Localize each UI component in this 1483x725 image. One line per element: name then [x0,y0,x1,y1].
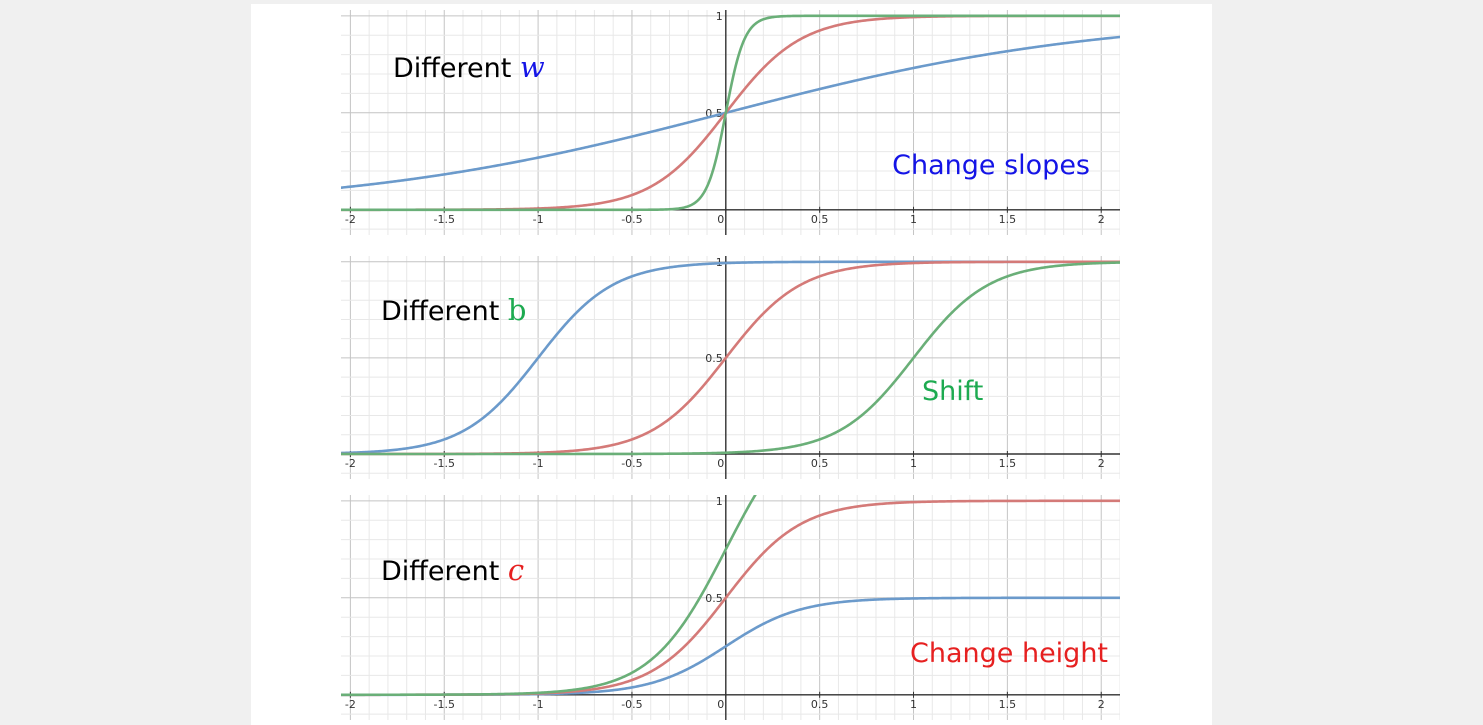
panel-label: Different w [393,50,545,84]
x-tick-label: -1 [533,213,544,226]
y-tick-label: 1 [716,495,723,508]
series-group [341,260,1120,456]
series-line-3 [341,261,1120,456]
panel-label: Different b [381,293,526,327]
x-tick-label: 1 [910,213,917,226]
x-tick-label: 2 [1098,457,1105,470]
series-group [341,495,1120,697]
y-tick-label: 0.5 [705,592,723,605]
series-group [341,14,1120,212]
grid [341,495,1120,720]
panel-annotation: Change slopes [892,150,1090,181]
x-tick-label: 1.5 [999,213,1017,226]
x-tick-label: -1.5 [434,457,455,470]
panel-label-prefix: Different [381,556,508,587]
x-tick-label: -2 [345,698,356,711]
x-tick-label: 0 [717,457,724,470]
panel-label-prefix: Different [381,296,508,327]
x-tick-label: -2 [345,213,356,226]
panel-3: -2 -1.5 -1 -0.5 0 0.5 1 1.5 2 0.5 1 Different c Chan… [341,495,1120,720]
x-tick-label: 1.5 [999,698,1017,711]
panel-annotation: Change height [910,638,1108,669]
figure-sheet: -2 -1.5 -1 -0.5 0 0.5 1 1.5 2 0.5 1 Different w Chan… [251,4,1212,725]
x-tick-label: 1 [910,698,917,711]
x-tick-label: -0.5 [621,698,642,711]
x-tick-label: 1 [910,457,917,470]
series-line-1 [341,35,1120,189]
x-tick-label: -1 [533,698,544,711]
x-tick-label: -1.5 [434,698,455,711]
panel-annotation: Shift [922,376,983,407]
sigmoid-plots: -2 -1.5 -1 -0.5 0 0.5 1 1.5 2 0.5 1 Different w Chan… [341,10,1120,720]
grid [341,256,1120,479]
x-tick-label: -0.5 [621,457,642,470]
x-tick-label: 0 [717,213,724,226]
x-tick-label: 2 [1098,698,1105,711]
panel-label-param: w [520,50,545,84]
panel-label: Different c [381,553,524,587]
panel-label-prefix: Different [393,53,520,84]
series-line-3 [341,14,1120,212]
x-tick-label: 0.5 [811,698,829,711]
y-tick-label: 0.5 [705,352,723,365]
x-tick-label: 2 [1098,213,1105,226]
y-tick-label: 1 [716,10,723,23]
x-tick-label: -2 [345,457,356,470]
x-tick-label: 1.5 [999,457,1017,470]
series-line-3 [341,495,757,697]
panel-label-param: c [508,553,524,587]
x-tick-label: 0.5 [811,213,829,226]
x-tick-label: 0.5 [811,457,829,470]
x-tick-label: -1 [533,457,544,470]
x-tick-label: 0 [717,698,724,711]
panel-label-param: b [508,293,527,327]
grid [341,10,1120,235]
x-tick-label: -1.5 [434,213,455,226]
x-tick-label: -0.5 [621,213,642,226]
